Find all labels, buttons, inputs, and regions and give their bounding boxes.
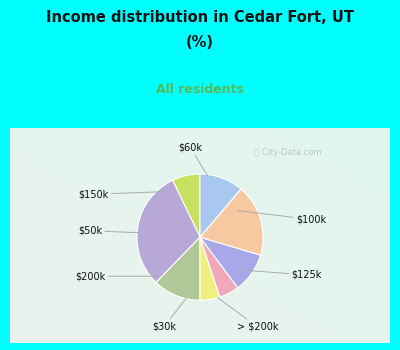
Text: $150k: $150k [78, 189, 163, 199]
Wedge shape [200, 174, 241, 237]
Text: $125k: $125k [241, 270, 322, 280]
Text: (%): (%) [186, 35, 214, 50]
Text: Income distribution in Cedar Fort, UT: Income distribution in Cedar Fort, UT [46, 10, 354, 25]
Text: $50k: $50k [78, 226, 140, 236]
Wedge shape [200, 237, 238, 297]
Wedge shape [156, 237, 200, 300]
Wedge shape [173, 174, 200, 237]
Text: > $200k: > $200k [218, 298, 278, 332]
Text: $200k: $200k [75, 271, 159, 281]
Text: All residents: All residents [156, 83, 244, 96]
Text: $100k: $100k [238, 211, 326, 224]
Wedge shape [200, 189, 263, 255]
Wedge shape [137, 180, 200, 282]
Wedge shape [200, 237, 220, 300]
Text: ⓘ City-Data.com: ⓘ City-Data.com [254, 148, 322, 157]
Text: $30k: $30k [152, 298, 186, 332]
Wedge shape [200, 237, 260, 288]
Text: $60k: $60k [178, 142, 208, 176]
